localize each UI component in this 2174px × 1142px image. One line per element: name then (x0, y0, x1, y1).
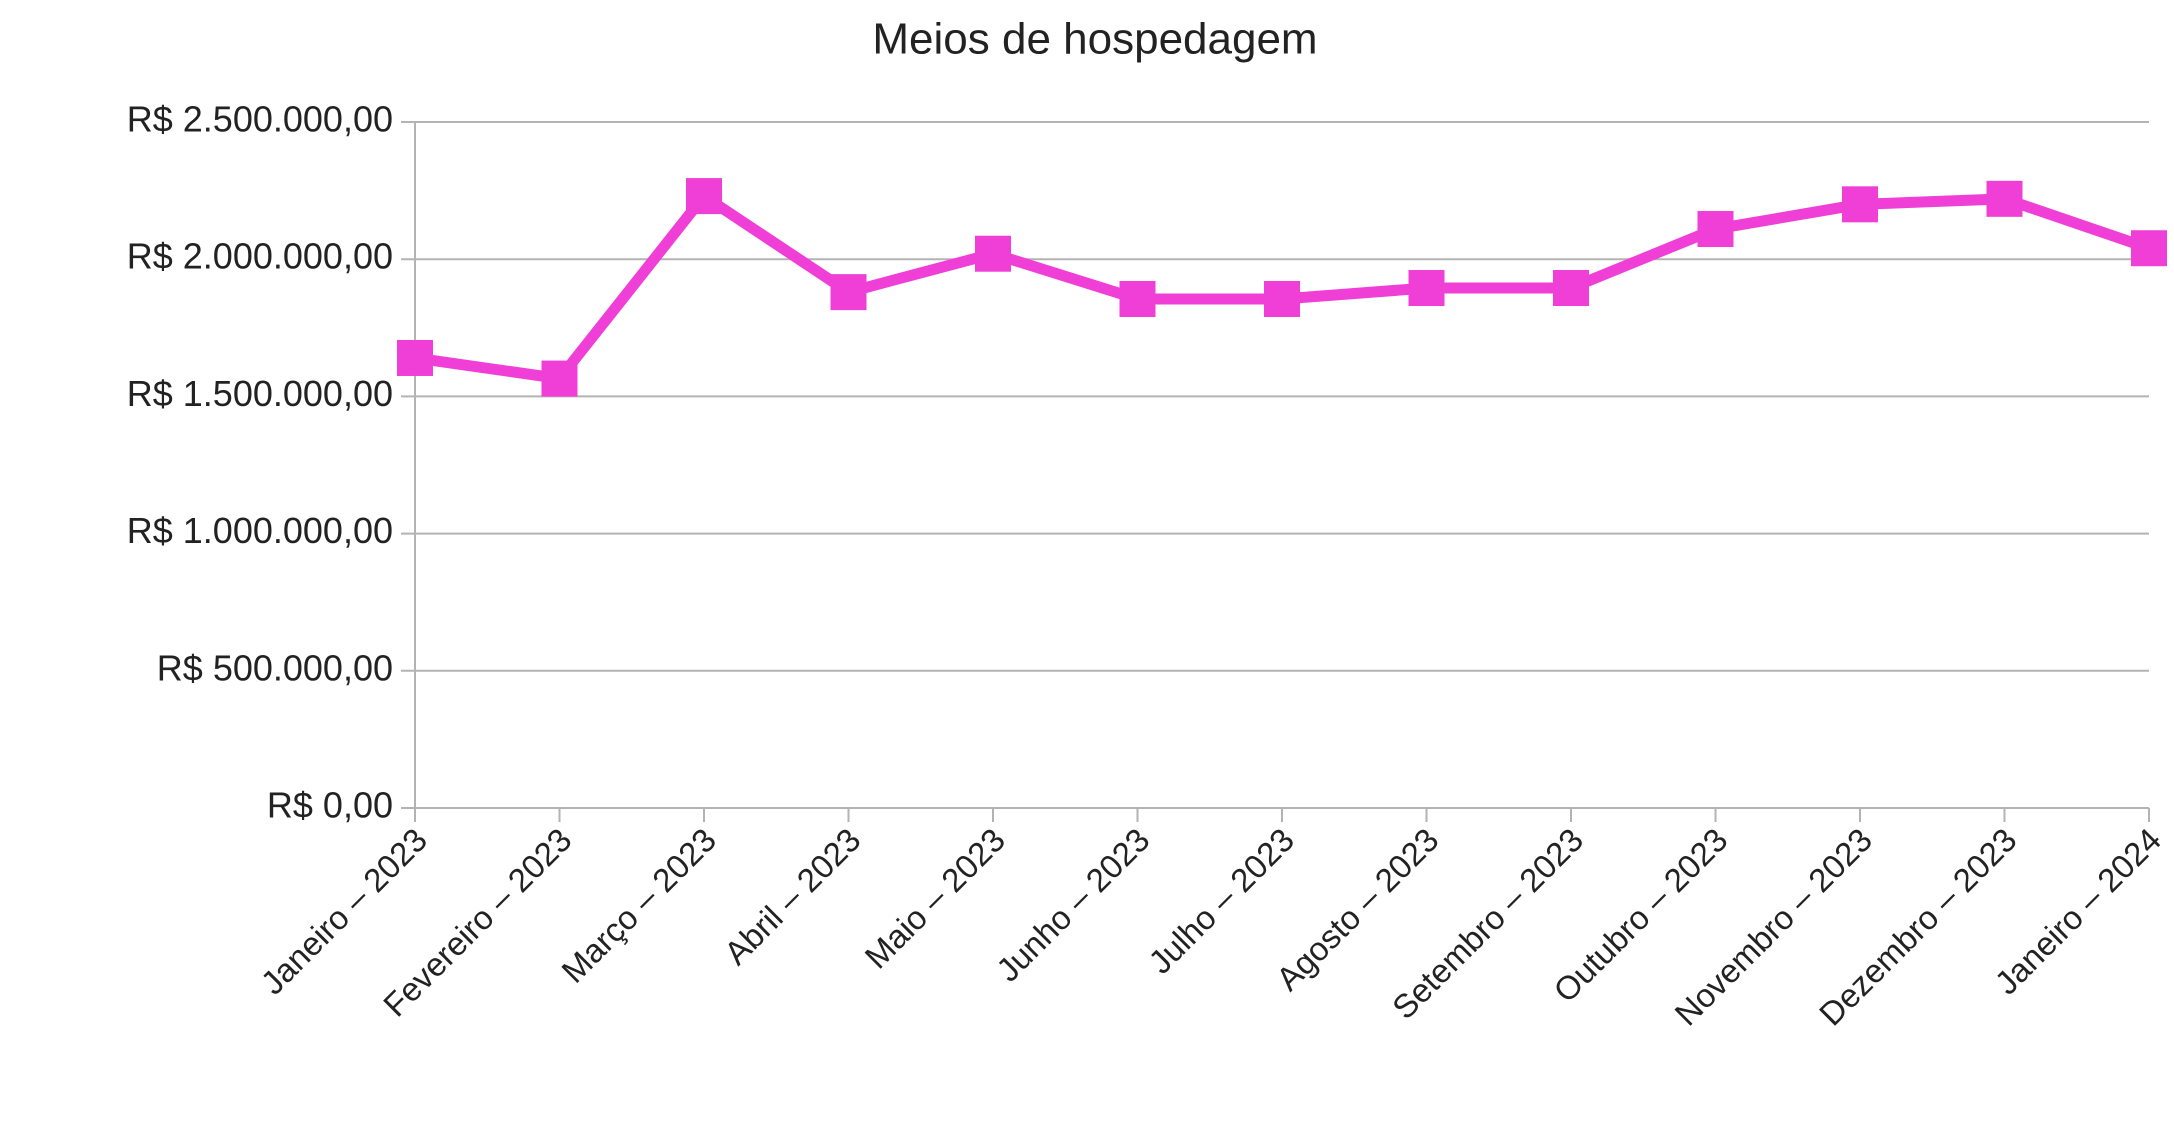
x-tick-label: Maio – 2023 (858, 821, 1013, 976)
x-tick-label: Março – 2023 (554, 821, 723, 990)
point-marker (1408, 270, 1445, 307)
y-tick-label: R$ 2.500.000,00 (127, 99, 393, 140)
y-tick-label: R$ 0,00 (267, 785, 393, 826)
point-marker (541, 360, 578, 397)
point-marker (686, 178, 722, 215)
point-marker (2131, 230, 2167, 267)
point-marker (1986, 180, 2023, 217)
x-tick-label: Junho – 2023 (989, 821, 1157, 989)
x-tick-label: Abril – 2023 (717, 821, 868, 972)
point-marker (1119, 280, 1156, 317)
point-marker (1842, 186, 1878, 223)
point-marker (830, 274, 867, 311)
point-marker (975, 235, 1011, 272)
point-marker (1264, 280, 1300, 317)
point-marker (1553, 270, 1589, 307)
y-tick-label: R$ 500.000,00 (157, 647, 393, 688)
point-marker (397, 339, 433, 376)
x-tick-label: Julho – 2023 (1141, 821, 1301, 981)
y-tick-label: R$ 1.500.000,00 (127, 373, 393, 414)
point-marker (1697, 211, 1734, 248)
y-tick-label: R$ 2.000.000,00 (127, 236, 393, 277)
chart-title: Meios de hospedagem (872, 15, 1317, 64)
y-tick-label: R$ 1.000.000,00 (127, 510, 393, 551)
